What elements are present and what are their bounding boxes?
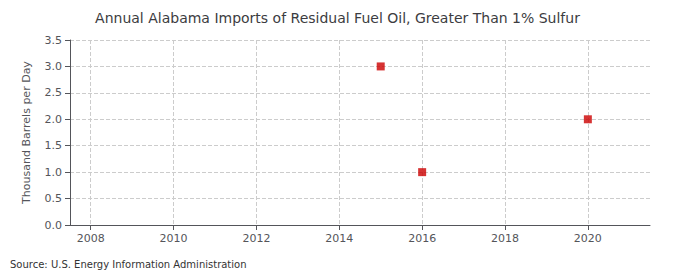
- svg-text:2016: 2016: [408, 232, 436, 245]
- svg-text:2018: 2018: [491, 232, 519, 245]
- svg-text:2.0: 2.0: [45, 113, 63, 126]
- svg-text:Thousand Barrels per Day: Thousand Barrels per Day: [20, 61, 33, 205]
- svg-text:1.0: 1.0: [45, 166, 63, 179]
- svg-text:1.5: 1.5: [45, 139, 63, 152]
- svg-text:2014: 2014: [325, 232, 353, 245]
- svg-text:3.5: 3.5: [45, 34, 63, 47]
- svg-text:2012: 2012: [242, 232, 270, 245]
- svg-text:0.0: 0.0: [45, 219, 63, 232]
- svg-text:3.0: 3.0: [45, 60, 63, 73]
- svg-text:2.5: 2.5: [45, 86, 63, 99]
- svg-text:Annual Alabama Imports of Resi: Annual Alabama Imports of Residual Fuel …: [95, 10, 580, 26]
- svg-text:Source: U.S. Energy Informatio: Source: U.S. Energy Information Administ…: [10, 259, 247, 270]
- svg-text:2020: 2020: [574, 232, 602, 245]
- svg-text:0.5: 0.5: [45, 192, 63, 205]
- svg-text:2010: 2010: [160, 232, 188, 245]
- svg-text:2008: 2008: [77, 232, 105, 245]
